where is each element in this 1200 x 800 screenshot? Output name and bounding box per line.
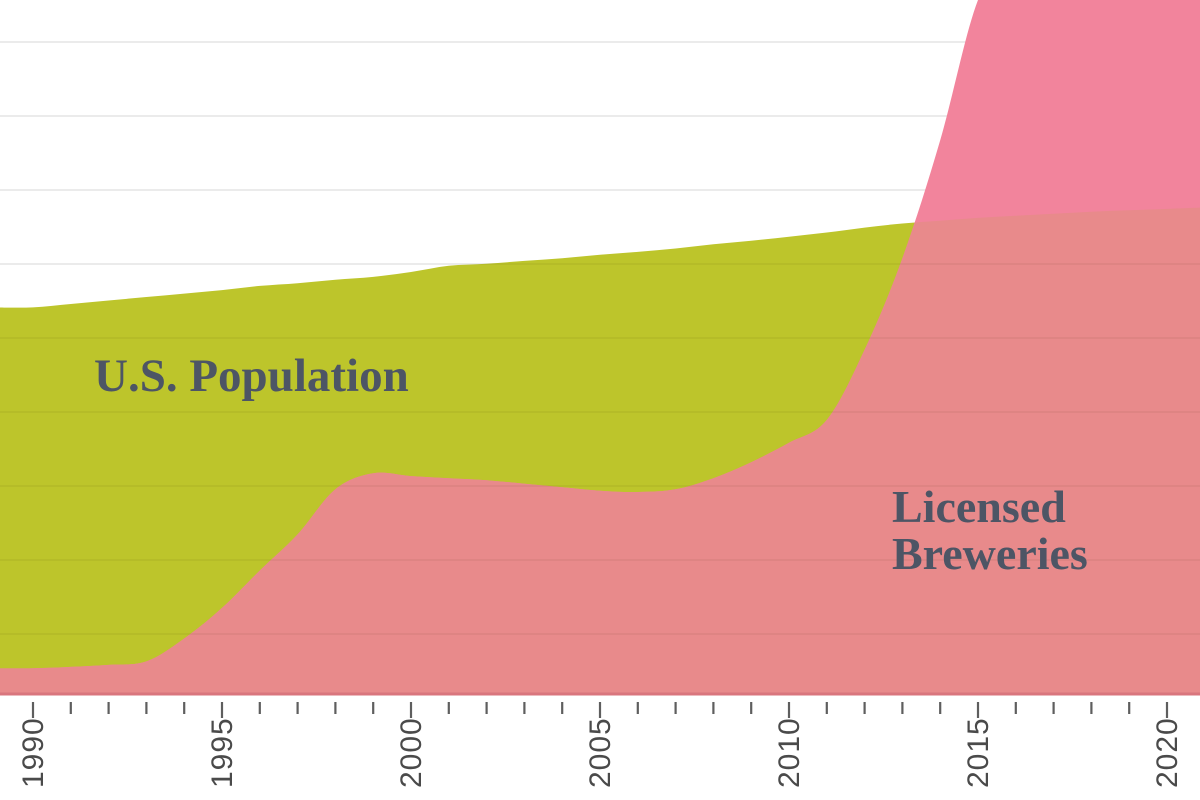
breweries-over-population-overlap: [0, 207, 1200, 694]
x-axis-tick-label: 2000: [395, 717, 428, 788]
x-axis-tick-label: 2020: [1151, 717, 1184, 788]
x-axis-tick-label: 2005: [584, 717, 617, 788]
x-axis-tick-label: 1990: [17, 717, 50, 788]
x-axis-ticks: [31, 702, 1169, 718]
x-axis-tick-label: 1995: [206, 717, 239, 788]
x-axis-tick-labels: 1990 1995 2000 2005 2010 2015 2020: [17, 717, 1184, 788]
x-axis-tick-label: 2015: [962, 717, 995, 788]
x-axis-tick-label: 2010: [773, 717, 806, 788]
